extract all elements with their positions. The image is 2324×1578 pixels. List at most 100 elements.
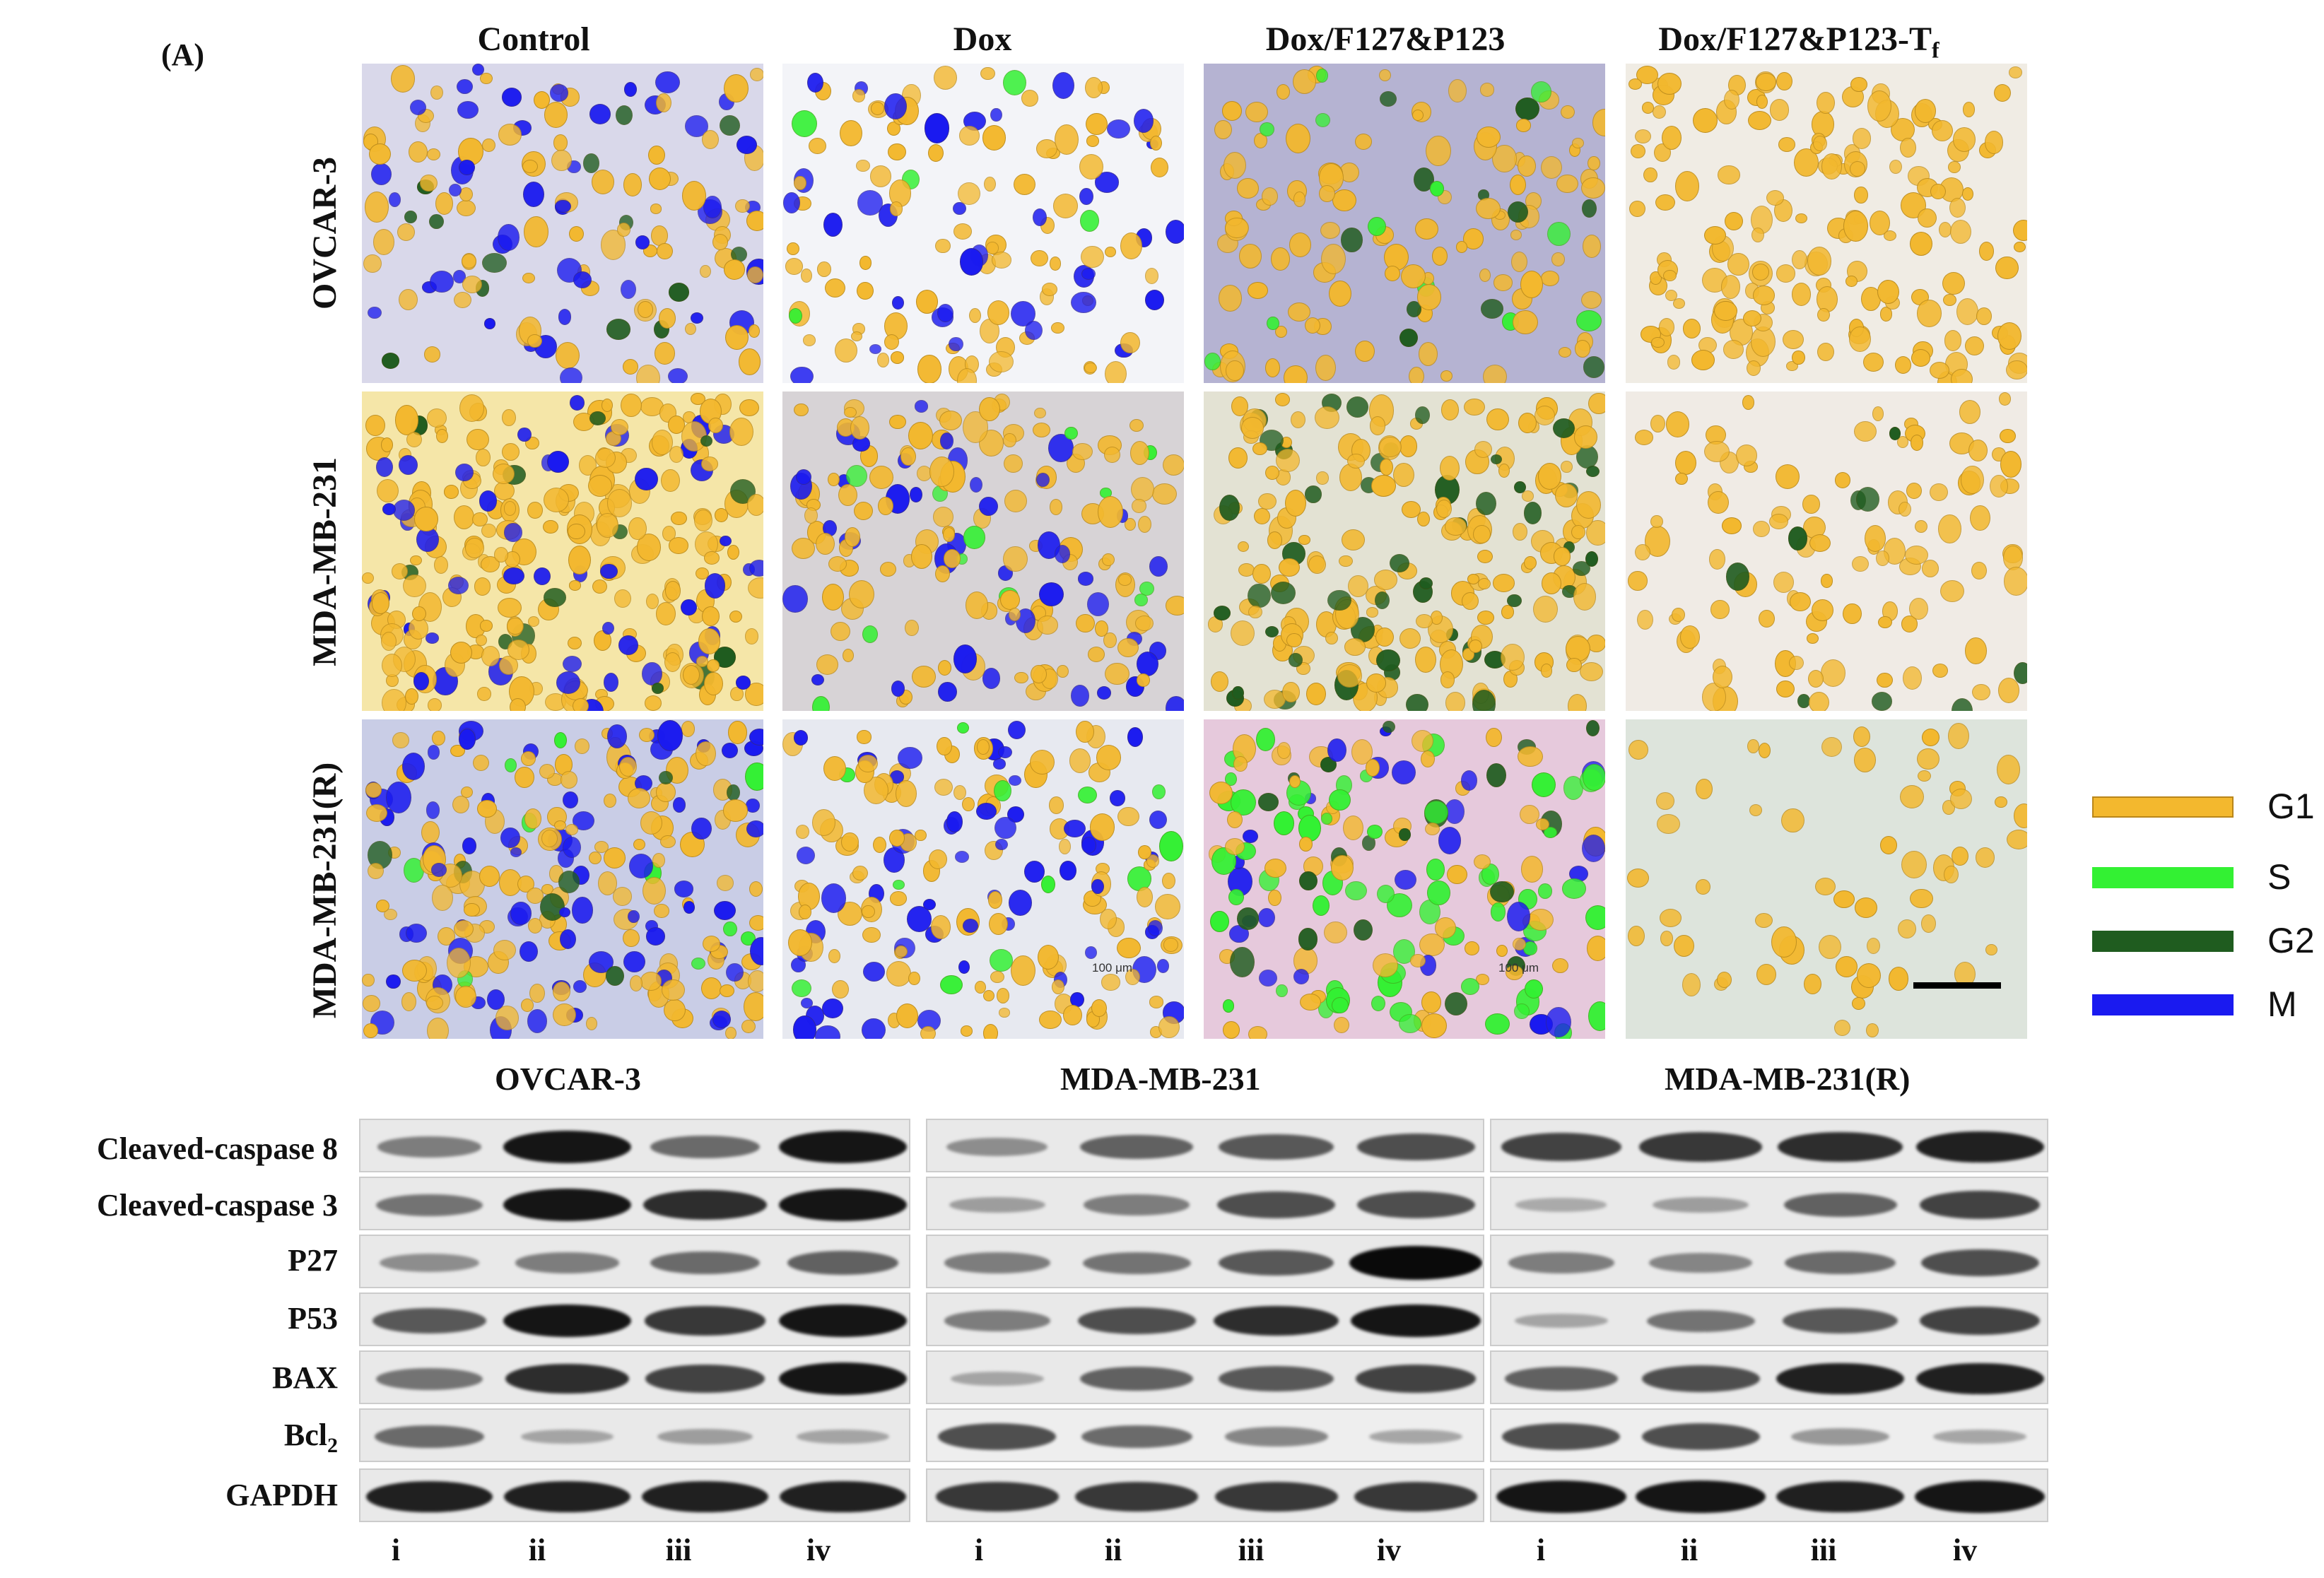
cell [1376,649,1400,672]
cell [1050,499,1063,515]
band [1653,1196,1749,1213]
cell [1285,489,1307,517]
cell [723,259,746,281]
cell [1541,572,1562,594]
cell [405,923,428,943]
cell [1845,276,1858,288]
cell [2013,662,2027,685]
cell [444,485,459,499]
cell [1320,812,1333,825]
blot-header-mda-mb-231: MDA-MB-231 [1060,1061,1261,1097]
cell [842,648,854,662]
cell [658,308,676,329]
cell [1520,270,1543,298]
cell [1943,293,1957,307]
cell [681,181,707,211]
cell [724,1026,737,1039]
cell [1965,336,1985,355]
cell [1938,514,1961,543]
cell [746,799,760,813]
lane-label-iii: iii [1810,1533,1837,1567]
cell [1492,574,1515,592]
cell [1305,485,1322,503]
cell [1776,464,1800,490]
cell [736,136,757,155]
cell [702,606,720,626]
cell [1069,748,1091,773]
cell [477,686,492,701]
cell [1862,352,1884,372]
cell [1400,264,1426,289]
cell [1735,444,1758,466]
cell [1316,471,1329,485]
blot-strip-4-2 [1490,1350,2048,1404]
band [938,1423,1057,1450]
cell [2000,450,2022,478]
cell [1996,754,2020,784]
cell [1410,953,1426,967]
band [642,1189,767,1220]
cell [1948,722,1969,750]
cell [1166,696,1184,711]
cell [464,903,480,917]
cell [1399,628,1421,649]
cell [1696,779,1713,799]
cell [1052,979,1065,994]
cell [1820,659,1846,687]
cell [1975,847,1995,868]
cell [668,368,688,383]
cell [543,519,558,534]
cell [1914,99,1937,123]
cell [1914,519,1927,533]
cell [739,399,759,417]
cell [1652,105,1666,119]
cell [454,292,471,309]
cell [696,655,709,667]
cell [695,741,716,767]
cell [573,980,587,993]
cell [1277,83,1291,100]
cell [1103,632,1117,649]
cell [1076,721,1094,743]
cell [850,331,862,341]
band [644,1306,766,1336]
cell [1723,340,1744,359]
cell [1559,347,1572,358]
cell [804,507,818,524]
cell [503,501,517,516]
cell [821,583,845,611]
cell [627,788,651,809]
cell [411,606,426,622]
cell [498,124,522,146]
cell [408,141,428,163]
cell [1901,850,1927,879]
cell [990,107,1002,122]
cell [1853,726,1871,748]
cell [1444,517,1467,536]
cell [811,695,831,711]
cell [1042,283,1058,296]
cell [1581,835,1605,863]
cell [598,871,618,896]
cell [1117,938,1141,959]
cell [401,960,427,982]
cell [1865,1023,1879,1038]
cell [888,143,907,161]
cell [2006,360,2027,380]
cell [1145,290,1165,311]
cell [552,981,571,1001]
cell [1314,406,1340,430]
cell [1230,620,1255,647]
band [650,1251,760,1275]
cell [539,764,555,779]
cell [827,473,840,487]
cell [713,647,736,669]
cell [1930,183,1946,200]
cell [1258,907,1276,927]
legend-swatch-g1 [2092,796,2234,818]
cell [703,936,720,952]
cell [953,201,966,215]
cell [1854,421,1877,442]
cell [1354,133,1373,151]
cell [1248,1025,1268,1039]
